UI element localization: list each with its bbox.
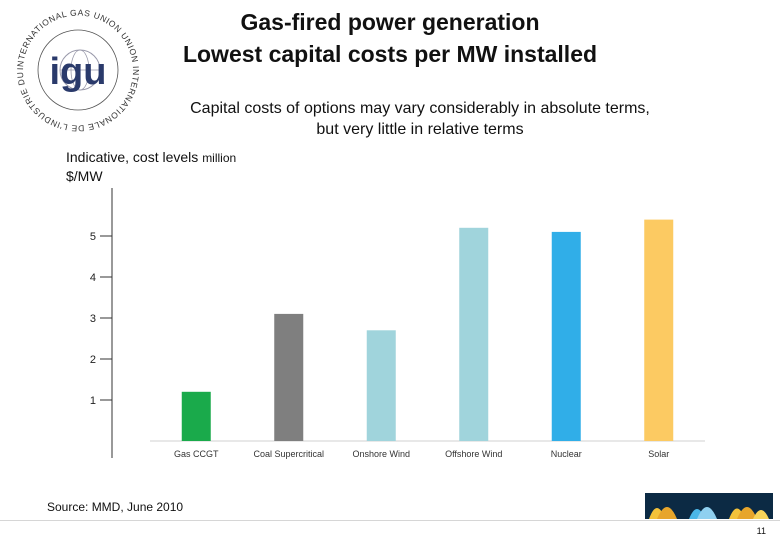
bar: [551, 231, 581, 441]
y-tick-label: 2: [90, 354, 96, 366]
x-tick-label: Nuclear: [551, 449, 582, 459]
footer-divider: [0, 520, 780, 521]
x-tick-label: Offshore Wind: [445, 449, 502, 459]
y-tick-label: 4: [90, 272, 96, 284]
page-title-line2: Lowest capital costs per MW installed: [182, 41, 598, 67]
y-axis-label-main: Indicative, cost levels: [66, 149, 199, 165]
y-tick-label: 5: [90, 231, 96, 243]
page-number: 11: [756, 526, 766, 536]
bar: [366, 330, 396, 441]
lotus-decoration: [645, 493, 773, 519]
y-tick-label: 3: [90, 313, 96, 325]
source-note: Source: MMD, June 2010: [47, 500, 184, 514]
y-axis-unit: $/MW: [66, 168, 103, 184]
page-title-line1: Gas-fired power generation: [240, 9, 540, 35]
svg-text:igu: igu: [50, 51, 107, 93]
y-axis-label-small: million: [202, 151, 237, 165]
y-axis-label: Indicative, cost levels million: [66, 149, 236, 167]
subtitle-text: Capital costs of options may vary consid…: [190, 100, 650, 138]
x-tick-label: Gas CCGT: [174, 449, 219, 459]
bar: [181, 391, 211, 441]
x-tick-label: Solar: [648, 449, 669, 459]
page-subtitle: Capital costs of options may vary consid…: [150, 98, 690, 140]
x-tick-label: Onshore Wind: [352, 449, 410, 459]
x-tick-label: Coal Supercritical: [253, 449, 324, 459]
y-tick-label: 1: [90, 395, 96, 407]
igu-logo: igu INTERNATIONAL GAS UNION UNION INTERN…: [8, 8, 140, 133]
bar: [644, 219, 674, 441]
bar: [459, 227, 489, 441]
bar: [274, 313, 304, 441]
